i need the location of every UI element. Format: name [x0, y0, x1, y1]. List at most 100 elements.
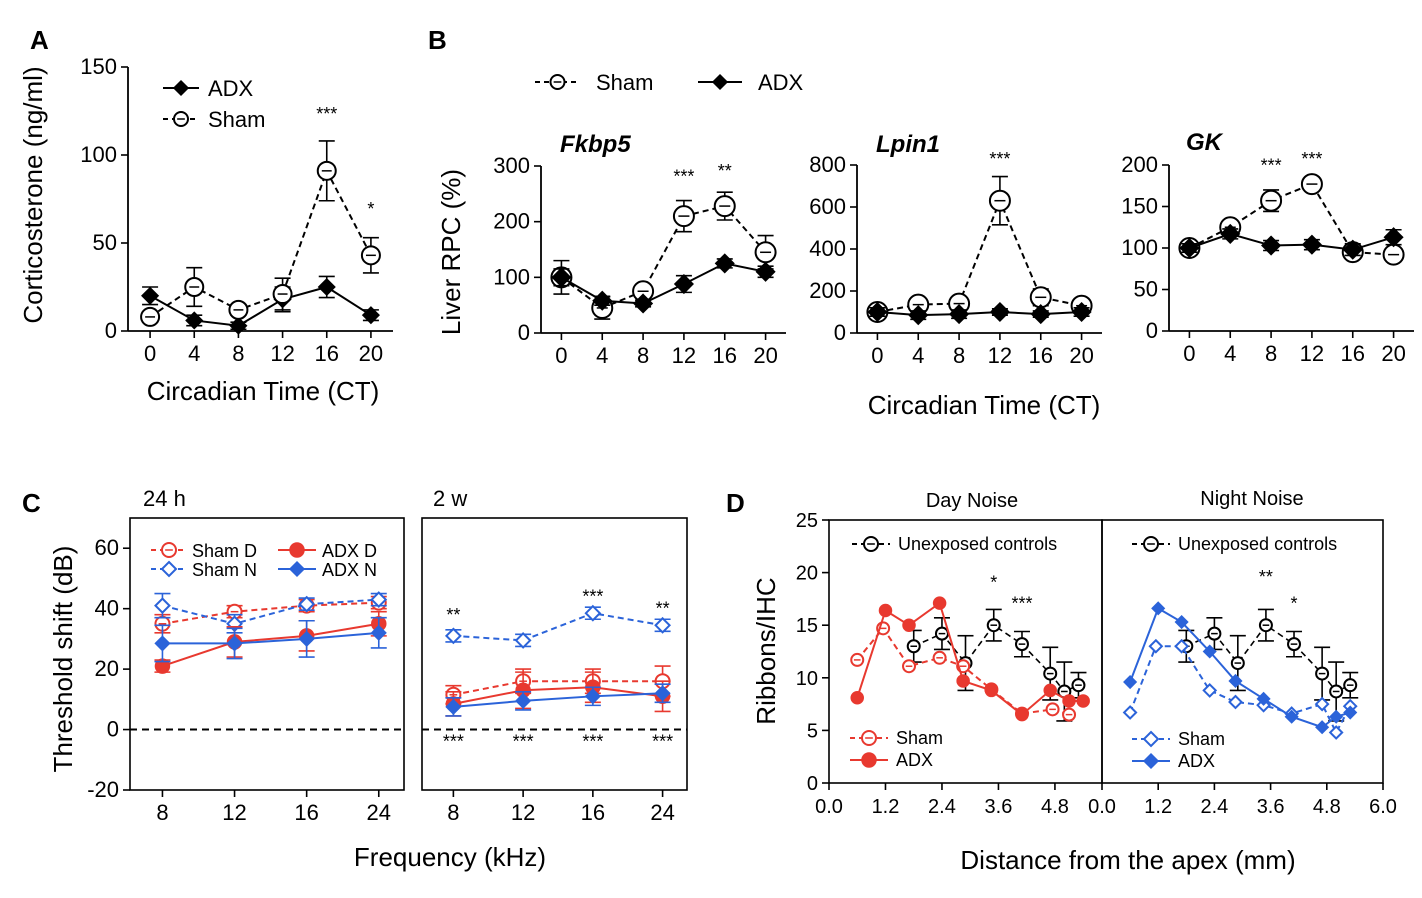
panel-a-series-adx-point	[141, 286, 160, 305]
panel-c1-series-adx-n-point	[226, 635, 243, 652]
panel-a-xlabel: Circadian Time (CT)	[147, 376, 380, 406]
panel-d2-series-adx-point	[1256, 691, 1271, 706]
panel-b3-ytick-label: 100	[1121, 235, 1158, 260]
panel-a-series-adx-point	[229, 316, 248, 335]
panel-d1-series-adx-point	[1076, 694, 1090, 708]
panel-c2-xtick-label: 8	[447, 800, 459, 825]
panel-c2-series-sham-n-point	[654, 616, 672, 634]
panel-d-day-legend-controls: Unexposed controls	[898, 534, 1057, 554]
panel-b3-series-adx-point	[1383, 227, 1404, 248]
panel-c2-xtick-label: 24	[650, 800, 674, 825]
panel-d1-series-adx-point	[1015, 707, 1029, 722]
panel-d2-xtick-label: 0.0	[1088, 796, 1116, 818]
panel-b2-series-adx-point	[867, 301, 888, 323]
panel-d2-series-adx-point	[1315, 720, 1330, 735]
panel-d2-series-sham-point	[1328, 725, 1344, 740]
panel-c-legend-adx-d: ADX D	[322, 541, 377, 561]
panel-b2-xtick-label: 20	[1069, 343, 1093, 368]
panel-b2-xtick-label: 12	[988, 343, 1012, 368]
panel-d2-series-adx-point	[1174, 614, 1189, 630]
panel-a-ytick-label: 100	[80, 142, 117, 167]
panel-c1-series-adx-n-point	[154, 635, 171, 652]
panel-a-series-adx-point	[185, 311, 204, 330]
panel-b2-ytick-label: 0	[834, 320, 846, 345]
panel-d1-ytick-label: 5	[807, 720, 818, 742]
panel-b1-annotation: **	[718, 161, 732, 181]
panel-b1-ytick-label: 0	[518, 320, 530, 345]
panel-d1-series-adx-point	[984, 683, 999, 698]
panel-d1-series-adx-point	[902, 618, 916, 632]
panel-d1-series-adx-point	[1062, 694, 1076, 708]
panel-a-legend-adx: ADX	[208, 76, 254, 101]
panel-d1-annotation: ***	[1011, 593, 1032, 613]
panel-a-series-adx-line	[149, 285, 372, 327]
panel-b3-xtick-label: 4	[1224, 341, 1236, 366]
panel-c1-series-sham-n-point	[154, 597, 171, 615]
panel-d2-annotation: *	[1291, 593, 1298, 613]
panel-d2-series-adx-point	[1151, 601, 1166, 616]
panel-a-ytick-label: 0	[105, 318, 117, 343]
panel-c-legend-adx-n-swatch-marker	[288, 560, 306, 578]
panel-b3-xtick-label: 8	[1265, 341, 1277, 366]
panel-d1-ytick-label: 10	[796, 668, 818, 690]
panel-b-ylabel: Liver RPC (%)	[436, 169, 466, 335]
panel-d2-xtick-label: 1.2	[1144, 796, 1172, 818]
panel-c2-xtick-label: 12	[511, 800, 535, 825]
panel-d1-ytick-label: 25	[796, 510, 818, 532]
panel-b1-xtick-label: 8	[637, 343, 649, 368]
panel-d2-series-adx-point	[1123, 674, 1138, 690]
panel-b3-series-adx-point	[1261, 235, 1282, 256]
panel-d2-series-unexposed-controls-line	[1185, 624, 1351, 693]
panel-c2-annotation: ***	[443, 732, 464, 752]
panel-c-legend-sham-n-swatch-marker	[160, 560, 178, 578]
panel-d2-series-sham-point	[1228, 694, 1243, 710]
panel-d1-series-adx-point	[878, 603, 893, 618]
panel-b2-xtick-label: 16	[1029, 343, 1053, 368]
panel-b-xlabel: Circadian Time (CT)	[868, 390, 1101, 420]
panel-a-legend-adx-swatch-marker	[172, 79, 190, 97]
panel-d2-frame	[1101, 519, 1384, 784]
panel-a-ylabel: Corticosterone (ng/ml)	[18, 66, 48, 323]
panel-c-title-2w: 2 w	[433, 486, 467, 511]
panel-c-legend-sham-d: Sham D	[192, 541, 257, 561]
panel-b-gene-fkbp5: Fkbp5	[560, 131, 631, 158]
panel-b2-series-adx-point	[1030, 304, 1051, 325]
panel-a-legend-sham: Sham	[208, 107, 265, 132]
panel-b1-series-adx-point	[755, 261, 776, 282]
panel-b2-series-adx-point	[949, 304, 970, 325]
panel-d2-xtick-label: 4.8	[1313, 796, 1341, 818]
panel-b2-xtick-label: 8	[953, 343, 965, 368]
panel-d2-series-adx-point	[1284, 709, 1299, 724]
panel-b-gene-gk: GK	[1186, 129, 1224, 156]
panel-b2-ytick-label: 800	[809, 152, 846, 177]
panel-d2-series-adx-point	[1202, 644, 1217, 659]
panel-c-legend-adx-n: ADX N	[322, 560, 377, 580]
panel-c2-xtick-label: 16	[581, 800, 605, 825]
panel-c1-ytick-label: 40	[95, 596, 119, 621]
panel-c1-xtick-label: 12	[222, 800, 246, 825]
panel-c1-xtick-label: 8	[156, 800, 168, 825]
panel-b3-series-adx-point	[1301, 234, 1322, 255]
panel-c2-series-adx-d-line	[453, 686, 663, 705]
panel-a-xtick-label: 0	[144, 341, 156, 366]
panel-d-title-day: Day Noise	[926, 490, 1018, 512]
panel-c2-series-sham-n-line	[453, 612, 663, 642]
panel-label-a: A	[30, 25, 49, 55]
panel-d1-ytick-label: 15	[796, 615, 818, 637]
panel-a-xtick-label: 4	[188, 341, 200, 366]
panel-c2-frame	[421, 517, 688, 791]
panel-c1-series-adx-n-point	[370, 624, 387, 641]
panel-c2-series-adx-n-point	[584, 688, 601, 705]
panel-c1-ytick-label: 20	[95, 656, 119, 681]
panel-c1-frame	[129, 517, 405, 791]
panel-a-annotation: ***	[316, 104, 337, 124]
panel-b3-annotation: ***	[1261, 156, 1282, 176]
panel-a-ytick-label: 150	[80, 54, 117, 79]
panel-a-ytick-label: 50	[93, 230, 117, 255]
panel-d-title-night: Night Noise	[1200, 488, 1303, 510]
panel-c2-series-adx-n-point	[515, 692, 532, 709]
panel-b2-series-adx-point	[908, 305, 929, 326]
panel-b3-series-adx-point	[1179, 237, 1200, 259]
panel-d1-series-unexposed-controls-line	[913, 624, 1079, 693]
